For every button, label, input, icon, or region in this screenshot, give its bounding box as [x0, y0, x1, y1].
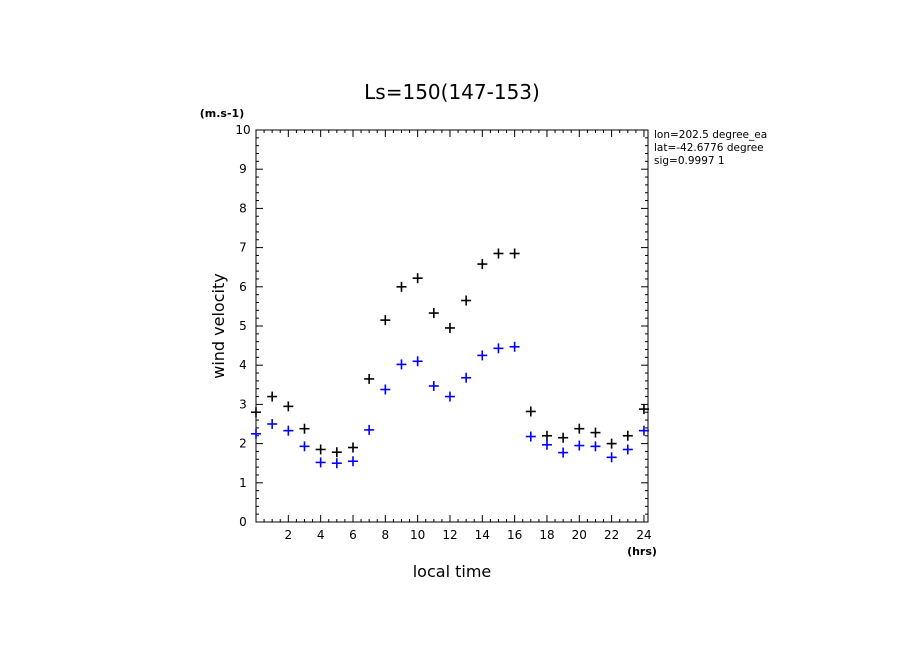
info-line: sig=0.9997 1 — [654, 155, 725, 167]
y-unit-label: (m.s-1) — [200, 107, 244, 120]
y-tick-label: 5 — [239, 319, 247, 333]
y-tick-label: 3 — [239, 397, 247, 411]
data-point-series-1 — [590, 427, 601, 438]
data-points — [251, 248, 649, 469]
data-point-series-2 — [638, 425, 649, 436]
data-point-series-1 — [509, 248, 520, 259]
data-point-series-1 — [574, 423, 585, 434]
data-point-series-2 — [315, 457, 326, 468]
chart-title: Ls=150(147-153) — [364, 80, 540, 104]
data-point-series-2 — [574, 440, 585, 451]
data-point-series-1 — [493, 248, 504, 259]
data-point-series-1 — [347, 442, 358, 453]
data-point-series-1 — [428, 308, 439, 319]
x-tick-label: 24 — [636, 528, 651, 542]
data-point-series-2 — [267, 419, 278, 429]
x-unit-label: (hrs) — [627, 545, 657, 558]
y-tick-label: 9 — [239, 162, 247, 176]
y-tick-label: 7 — [239, 241, 247, 255]
data-point-series-1 — [606, 438, 617, 449]
x-tick-label: 14 — [475, 528, 490, 542]
data-point-series-2 — [622, 444, 633, 455]
data-point-series-1 — [622, 430, 633, 441]
x-tick-label: 20 — [572, 528, 587, 542]
data-point-series-1 — [267, 391, 278, 402]
data-point-series-2 — [331, 458, 342, 469]
data-point-series-1 — [299, 423, 310, 434]
data-point-series-2 — [606, 452, 617, 463]
axis-ticks — [256, 130, 648, 522]
data-point-series-2 — [558, 447, 569, 458]
x-tick-label: 10 — [410, 528, 425, 542]
y-tick-label: 1 — [239, 476, 247, 490]
y-tick-labels: 0 1 2 3 4 5 6 7 8 9 10 — [235, 123, 250, 529]
x-tick-label: 16 — [507, 528, 522, 542]
data-point-series-1 — [380, 315, 391, 326]
y-tick-label: 0 — [239, 515, 247, 529]
data-point-series-1 — [461, 295, 472, 306]
plot-area-frame — [255, 129, 649, 523]
data-point-series-2 — [283, 425, 294, 436]
data-point-series-1 — [364, 373, 375, 384]
data-point-series-1 — [525, 406, 536, 417]
y-tick-label: 10 — [235, 123, 250, 137]
data-point-series-2 — [412, 356, 423, 367]
data-point-series-1 — [541, 430, 552, 441]
data-point-series-2 — [396, 359, 407, 370]
info-line: lon=202.5 degree_ea — [654, 129, 767, 141]
data-point-series-1 — [331, 447, 342, 458]
data-point-series-2 — [299, 441, 310, 452]
x-tick-label: 4 — [317, 528, 325, 542]
y-axis-title: wind velocity — [209, 273, 228, 378]
data-point-series-1 — [558, 432, 569, 443]
data-point-series-2 — [525, 431, 536, 442]
data-point-series-1 — [315, 444, 326, 455]
x-tick-label: 18 — [539, 528, 554, 542]
data-point-series-1 — [283, 401, 294, 412]
y-tick-label: 8 — [239, 201, 247, 215]
data-point-series-2 — [461, 372, 472, 383]
x-tick-label: 2 — [285, 528, 293, 542]
data-point-series-1 — [444, 322, 455, 333]
data-point-series-2 — [347, 456, 358, 467]
data-point-series-1 — [638, 404, 649, 415]
y-tick-label: 4 — [239, 358, 247, 372]
data-point-series-2 — [509, 341, 520, 352]
data-point-series-1 — [477, 259, 488, 270]
y-tick-label: 2 — [239, 437, 247, 451]
x-tick-label: 8 — [381, 528, 389, 542]
data-point-series-2 — [541, 439, 552, 450]
data-point-series-2 — [364, 424, 375, 435]
info-line: lat=-42.6776 degree — [654, 142, 764, 154]
data-point-series-2 — [493, 343, 504, 354]
x-tick-label: 6 — [349, 528, 357, 542]
data-point-series-1 — [396, 281, 407, 292]
x-tick-label: 12 — [442, 528, 457, 542]
data-point-series-2 — [590, 441, 601, 452]
data-point-series-1 — [412, 273, 423, 284]
x-tick-labels: 2 4 6 8 10 12 14 16 18 20 22 24 — [285, 528, 652, 542]
data-point-series-2 — [444, 391, 455, 402]
x-tick-label: 22 — [604, 528, 619, 542]
y-tick-label: 6 — [239, 280, 247, 294]
data-point-series-1 — [251, 407, 261, 418]
data-point-series-2 — [477, 350, 488, 361]
data-point-series-2 — [380, 384, 391, 395]
data-point-series-2 — [428, 380, 439, 391]
x-axis-title: local time — [413, 562, 492, 581]
data-point-series-2 — [251, 428, 261, 439]
